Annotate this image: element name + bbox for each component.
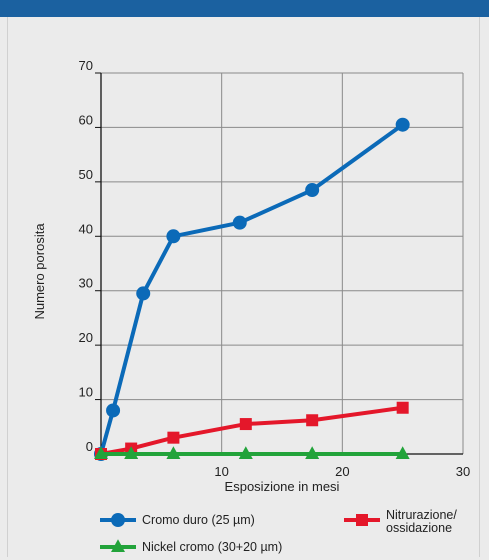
data-point — [136, 286, 151, 301]
y-tick-label: 60 — [79, 112, 93, 127]
legend-item: Nitrurazione/ossidazione — [344, 508, 457, 535]
legend-item: Nickel cromo (30+20 µm) — [100, 539, 282, 554]
data-point — [306, 414, 319, 427]
y-axis-label: Numero porosita — [32, 223, 47, 320]
data-point — [238, 446, 253, 460]
x-tick-label: 10 — [214, 464, 228, 479]
legend: Cromo duro (25 µm) Nitrurazione/ossidazio… — [100, 508, 457, 554]
series-3 — [94, 446, 410, 460]
grid-lines — [101, 72, 464, 454]
data-point — [305, 183, 320, 198]
plot-area — [101, 73, 463, 454]
data-point — [239, 418, 252, 431]
data-point — [106, 403, 121, 418]
data-point — [396, 401, 409, 414]
legend-marker — [111, 539, 125, 553]
legend-item: Cromo duro (25 µm) — [100, 513, 255, 527]
y-tick-label: 50 — [79, 167, 93, 182]
data-point — [167, 431, 180, 444]
y-tick-label: 70 — [79, 58, 93, 73]
data-point — [395, 446, 410, 460]
data-point — [94, 446, 108, 460]
data-point — [166, 229, 181, 244]
data-point — [166, 446, 181, 460]
header-bar — [0, 0, 489, 17]
y-tick-label: 40 — [79, 221, 93, 236]
x-axis-label: Esposizione in mesi — [225, 479, 340, 494]
tick-labels: 0 10 20 30 40 50 60 70 10 20 30 — [79, 58, 471, 479]
data-point — [305, 446, 320, 460]
data-point — [395, 117, 410, 132]
y-tick-label: 10 — [79, 385, 93, 400]
data-point — [232, 215, 247, 230]
series-group — [94, 117, 410, 461]
legend-marker — [356, 514, 368, 526]
legend-label: Nitrurazione/ossidazione — [386, 508, 457, 535]
data-point — [124, 446, 139, 460]
y-tick-label: 0 — [86, 439, 93, 454]
legend-label: Cromo duro (25 µm) — [142, 513, 255, 527]
y-tick-label: 30 — [79, 276, 93, 291]
legend-label-line: Nitrurazione/ — [386, 508, 457, 522]
chart-frame — [7, 17, 480, 557]
legend-marker — [111, 513, 125, 527]
x-tick-label: 30 — [456, 464, 470, 479]
legend-label-line: ossidazione — [386, 521, 452, 535]
y-tick-label: 20 — [79, 330, 93, 345]
legend-label: Nickel cromo (30+20 µm) — [142, 540, 282, 554]
x-tick-label: 20 — [335, 464, 349, 479]
